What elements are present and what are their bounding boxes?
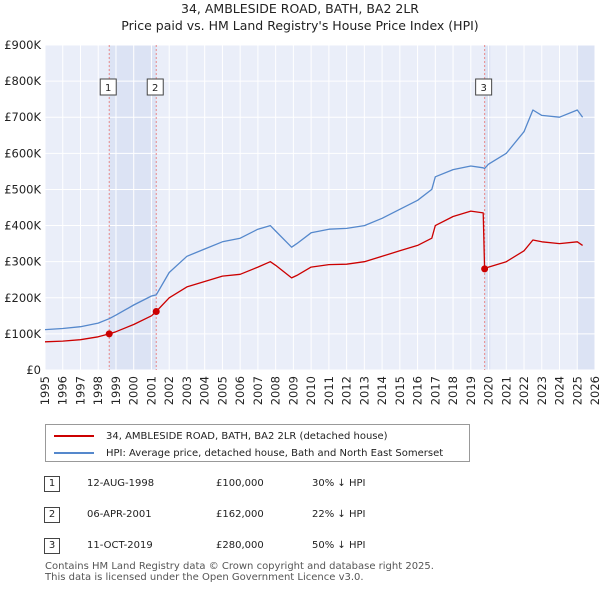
x-tick-label: 2008: [269, 376, 283, 405]
legend-swatch-hpi: [54, 452, 94, 454]
x-tick-label: 2004: [198, 376, 212, 405]
chart-title: 34, AMBLESIDE ROAD, BATH, BA2 2LR: [181, 1, 419, 16]
chart-legend: 34, AMBLESIDE ROAD, BATH, BA2 2LR (detac…: [45, 424, 470, 462]
hpi-line: [44, 109, 584, 331]
shaded-region: [484, 45, 491, 370]
table-row: 2 06-APR-2001 £162,000 22% ↓ HPI: [44, 505, 464, 525]
sale-date: 12-AUG-1998: [87, 478, 155, 489]
sale-number-badge: 1: [44, 476, 60, 492]
y-tick-label: £400K: [4, 219, 41, 233]
legend-item-property: 34, AMBLESIDE ROAD, BATH, BA2 2LR (detac…: [54, 428, 388, 444]
x-tick-label: 1995: [38, 376, 52, 405]
y-tick-label: £500K: [4, 182, 41, 196]
x-tick-label: 2003: [180, 376, 194, 405]
shaded-region: [109, 45, 157, 370]
price-chart: 34, AMBLESIDE ROAD, BATH, BA2 2LR Price …: [4, 1, 600, 405]
sale-point: [105, 330, 113, 338]
x-tick-label: 2002: [162, 376, 176, 405]
shaded-regions: [109, 45, 595, 370]
x-tick-label: 1997: [73, 376, 87, 405]
table-row: 3 11-OCT-2019 £280,000 50% ↓ HPI: [44, 536, 464, 556]
x-tick-label: 2007: [251, 376, 265, 405]
sale-annotation-label: 1: [105, 83, 111, 94]
x-tick-label: 2023: [535, 376, 549, 405]
x-tick-label: 2006: [233, 376, 247, 405]
sale-number-badge: 2: [44, 507, 60, 523]
sale-date: 11-OCT-2019: [87, 540, 153, 551]
x-tick-label: 2016: [411, 376, 425, 405]
table-row: 1 12-AUG-1998 £100,000 30% ↓ HPI: [44, 474, 464, 494]
sale-annotations: 1 2 3: [99, 78, 493, 96]
shaded-region: [577, 45, 595, 370]
x-tick-label: 2005: [215, 376, 229, 405]
y-tick-label: £100K: [4, 327, 41, 341]
sale-number-badge: 3: [44, 538, 60, 554]
legend-label-hpi: HPI: Average price, detached house, Bath…: [106, 447, 444, 459]
y-tick-label: £900K: [4, 38, 41, 52]
x-tick-label: 2014: [375, 376, 389, 405]
sale-hpi-diff: 50% ↓ HPI: [312, 540, 366, 551]
x-axis-ticks: 1995 1996 1997 1998 1999 2000 2001 2002 2003 2004…: [38, 376, 600, 405]
footer-attribution: Contains HM Land Registry data © Crown c…: [45, 561, 434, 583]
sale-price: £100,000: [216, 478, 264, 489]
sale-hpi-diff: 22% ↓ HPI: [312, 509, 366, 520]
legend-label-property: 34, AMBLESIDE ROAD, BATH, BA2 2LR (detac…: [106, 430, 388, 442]
sale-annotation-box: [99, 78, 117, 96]
legend-swatch-property: [54, 435, 94, 437]
y-tick-label: £200K: [4, 291, 41, 305]
x-tick-label: 2024: [553, 376, 567, 405]
y-axis-ticks: £0 £100K £200K £300K £400K £500K £600K £700K £80…: [4, 38, 41, 377]
y-tick-label: £0: [26, 363, 41, 377]
x-tick-label: 2012: [340, 376, 354, 405]
sale-price: £162,000: [216, 509, 264, 520]
x-tick-label: 2011: [322, 376, 336, 405]
sale-annotation-box: [475, 78, 493, 96]
legend-item-hpi: HPI: Average price, detached house, Bath…: [54, 445, 443, 461]
x-tick-label: 2010: [304, 376, 318, 405]
sale-point: [481, 265, 489, 273]
series-lines: [44, 109, 584, 343]
x-tick-label: 2020: [482, 376, 496, 405]
x-tick-label: 1999: [109, 376, 123, 405]
x-tick-label: 2021: [499, 376, 513, 405]
sale-points: [105, 265, 489, 338]
sale-price: £280,000: [216, 540, 264, 551]
x-tick-label: 1996: [56, 376, 70, 405]
x-tick-label: 2017: [428, 376, 442, 405]
footer-line-2: This data is licensed under the Open Gov…: [45, 572, 364, 583]
x-tick-label: 2013: [357, 376, 371, 405]
sale-annotation-label: 2: [152, 83, 158, 94]
y-tick-label: £300K: [4, 255, 41, 269]
x-tick-label: 2025: [570, 376, 584, 405]
property-price-line: [44, 210, 583, 343]
sale-point: [152, 308, 160, 315]
x-tick-label: 2015: [393, 376, 407, 405]
x-tick-label: 2026: [588, 376, 600, 405]
sale-date: 06-APR-2001: [87, 509, 152, 520]
sale-annotation-box: [146, 78, 164, 96]
x-tick-label: 2009: [286, 376, 300, 405]
x-tick-label: 2018: [446, 376, 460, 405]
x-tick-label: 1998: [91, 376, 105, 405]
chart-subtitle: Price paid vs. HM Land Registry's House …: [121, 18, 478, 33]
x-tick-label: 2019: [464, 376, 478, 405]
y-tick-label: £700K: [4, 110, 41, 124]
y-tick-label: £800K: [4, 74, 41, 88]
x-tick-label: 2022: [517, 376, 531, 405]
x-tick-label: 2000: [127, 376, 141, 405]
sale-hpi-diff: 30% ↓ HPI: [312, 478, 366, 489]
footer-line-1: Contains HM Land Registry data © Crown c…: [45, 561, 434, 572]
y-tick-label: £600K: [4, 146, 41, 160]
x-tick-label: 2001: [144, 376, 158, 405]
sale-annotation-label: 3: [480, 83, 486, 94]
